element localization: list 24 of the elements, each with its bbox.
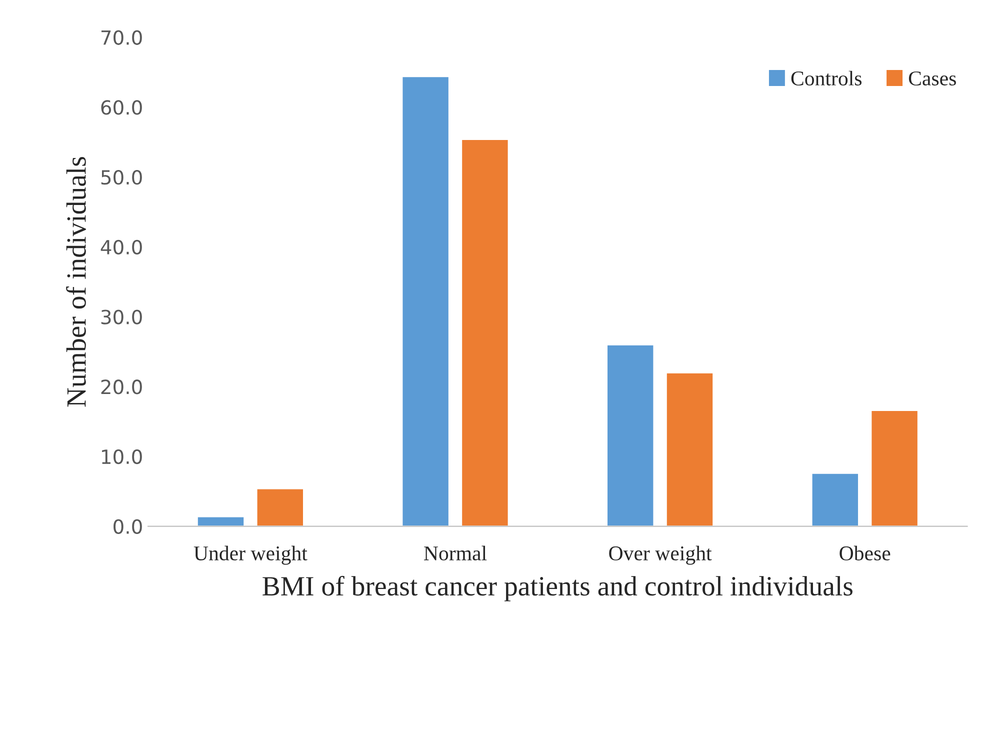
y-tick-label: 60.0 <box>101 100 142 115</box>
legend-label: Controls <box>791 70 862 86</box>
bar <box>196 516 245 526</box>
bar <box>606 344 655 526</box>
y-tick-label: 30.0 <box>101 310 142 324</box>
y-tick-label: 10.0 <box>102 449 142 464</box>
bar <box>870 410 919 526</box>
bar <box>460 138 510 526</box>
x-tick-label: Over weight <box>609 546 712 565</box>
x-tick-label: Under weight <box>194 546 308 565</box>
x-axis-title: BMI of breast cancer patients and control individuals <box>262 576 852 602</box>
y-tick-label: 50.0 <box>101 170 142 185</box>
y-tick-label: 0.0 <box>114 519 142 534</box>
bar <box>666 372 714 526</box>
y-tick-label: 40.0 <box>100 240 142 255</box>
y-tick-label: 70.0 <box>101 30 142 45</box>
bar <box>401 76 450 526</box>
y-axis-title: Number of individuals <box>66 157 86 407</box>
y-tick-label: 20.0 <box>101 380 142 394</box>
legend-label: Cases <box>908 71 956 86</box>
x-tick-label: Normal <box>424 546 487 560</box>
bar <box>810 472 860 526</box>
bar <box>256 488 304 526</box>
x-tick-label: Obese <box>840 546 890 560</box>
